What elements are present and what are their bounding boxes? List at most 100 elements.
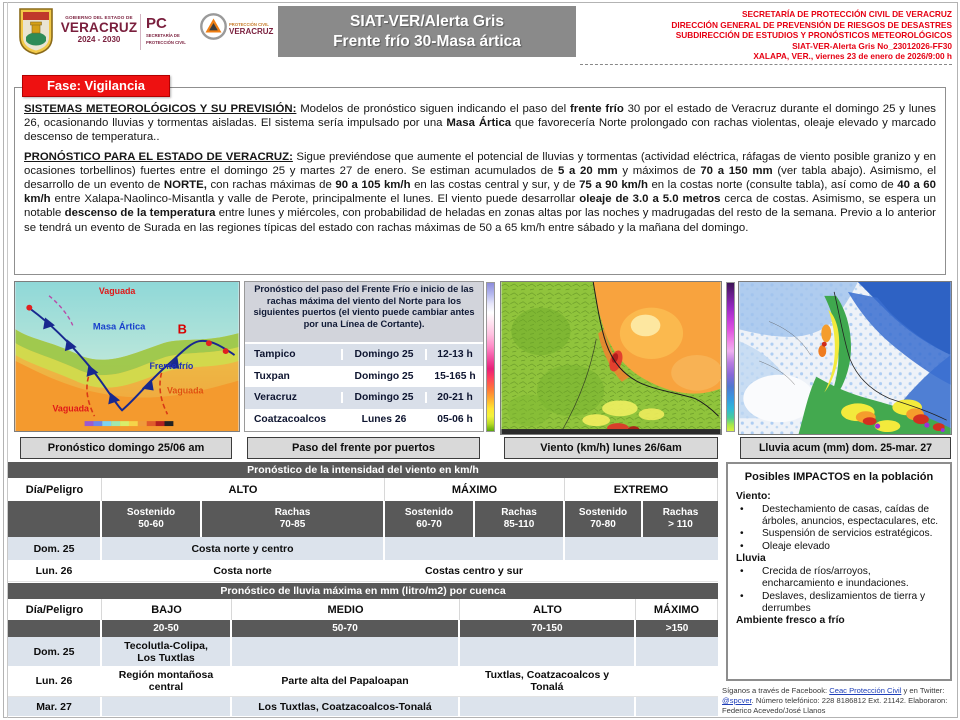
proteccion-civil-logo-icon — [200, 13, 227, 40]
banner-line1: SIAT-VER/Alerta Gris — [350, 13, 504, 30]
wind-map-caption: Viento (km/h) lunes 26/6am — [504, 437, 718, 459]
ports-table-title: Pronóstico del paso del Frente Frío e in… — [245, 282, 483, 344]
port-day: Domingo 25 — [343, 349, 427, 361]
state-forecast-paragraph: PRONÓSTICO PARA EL ESTADO DE VERACRUZ: S… — [24, 150, 936, 235]
header-rule — [580, 64, 952, 65]
subheader-cell: 50-70 — [232, 620, 460, 637]
table-cell: Costas centro y sur — [385, 560, 565, 581]
text-segment: 75 a 90 km/h — [579, 179, 648, 192]
text-segment: con rachas máximas de — [206, 179, 336, 192]
table-cell: Costa norte — [102, 560, 385, 581]
day-cell: Lun. 26 — [8, 560, 102, 581]
map-label-vaguada-right: Vaguada — [167, 386, 204, 396]
subheader-cell: Sostenido 70-80 — [565, 501, 643, 537]
table-cell — [102, 697, 232, 716]
wind-colorbar — [486, 282, 495, 432]
text-segment: y en Twitter: — [901, 686, 945, 695]
footer-link[interactable]: @spcver — [722, 695, 752, 705]
map-mini-colorbar — [84, 421, 174, 427]
secretariat-block: SECRETARÍA DE PROTECCIÓN CIVIL DE VERACR… — [578, 9, 952, 62]
pcver-line1: PROTECCIÓN CIVIL — [229, 22, 269, 27]
column-header: Día/Peligro — [8, 478, 102, 501]
text-segment: 5 a 20 mm — [558, 164, 618, 177]
subheader-cell: 20-50 — [102, 620, 232, 637]
text-segment: cerca de costas. Asimismo, se espera un … — [24, 193, 936, 220]
map-label-frente-frio: Frente frío — [149, 361, 193, 371]
text-segment: 70 a 150 mm — [700, 164, 773, 177]
text-segment: entre Xalapa-Naolinco-Misantla y valle d… — [50, 193, 580, 206]
gov-line1: GOBIERNO DEL ESTADO DE — [65, 15, 133, 20]
port-name: Tuxpan — [245, 370, 343, 382]
banner-line2: Frente frío 30-Masa ártica — [333, 33, 521, 50]
wind-intensity-table: Pronóstico de la intensidad del viento e… — [8, 462, 718, 582]
table-cell — [232, 637, 460, 666]
table-cell — [460, 697, 636, 716]
list-item: Oleaje elevado — [736, 541, 942, 554]
subheader-cell: >150 — [665, 622, 689, 634]
map-label-masa-artica: Masa Ártica — [93, 320, 146, 331]
subheader-cell: Sostenido 50-60 — [102, 501, 202, 537]
text-segment: NORTE, — [163, 179, 207, 192]
text-segment: descenso de la temperatura — [64, 207, 216, 220]
port-name: Coatzacoalcos — [245, 413, 343, 425]
rain-forecast-table: Pronóstico de lluvia máxima en mm (litro… — [8, 583, 718, 716]
pc-sub1: SECRETARÍA DE — [146, 33, 180, 38]
text-segment: frente frío — [569, 103, 624, 115]
impacts-heading-viento: Viento: — [736, 491, 771, 502]
table-header-row: Día/Peligro BAJO MEDIO ALTO MÁXIMO — [8, 599, 718, 620]
day-cell: Mar. 27 — [8, 697, 102, 716]
impacts-list-viento: Destechamiento de casas, caídas de árbol… — [736, 504, 942, 554]
table-row: Dom. 25 Tecolutla-Colipa, Los Tuxtlas — [8, 637, 718, 666]
pc-logo-text: PC SECRETARÍA DE PROTECCIÓN CIVIL — [146, 16, 196, 45]
table-row: Tampico Domingo 25 12-13 h — [245, 344, 483, 366]
pc-sub2: PROTECCIÓN CIVIL — [146, 40, 186, 45]
column-header: ALTO — [102, 478, 385, 501]
text-segment: 30 por el estado de Veracruz durante el … — [24, 103, 936, 130]
list-item: Deslaves, deslizamientos de tierra y der… — [736, 591, 942, 616]
column-header: MEDIO — [232, 599, 460, 620]
gov-line2: VERACRUZ — [60, 20, 138, 35]
port-day: Lunes 26 — [343, 413, 427, 425]
footer-link[interactable]: Ceac Protección Civil — [829, 686, 902, 695]
secretariat-line: SUBDIRECCIÓN DE ESTUDIOS Y PRONÓSTICOS M… — [675, 30, 952, 41]
header-divider — [140, 14, 141, 50]
subheader-cell — [8, 620, 102, 637]
table-cell: Tecolutla-Colipa, Los Tuxtlas — [102, 637, 232, 666]
table-cell: Región montañosa central — [102, 666, 232, 696]
map-label-vaguada-top: Vaguada — [99, 286, 136, 296]
synoptic-map: Vaguada Masa Ártica B Frente frío Vaguad… — [14, 281, 240, 432]
text-segment: Modelos de pronóstico siguen indicando e… — [296, 103, 570, 115]
text-segment: 90 a 105 km/h — [335, 179, 411, 192]
column-header: MÁXIMO — [636, 599, 718, 620]
text-segment: SISTEMAS METEOROLÓGICOS Y SU PREVISIÓN: — [24, 103, 297, 115]
title-banner: SIAT-VER/Alerta Gris Frente frío 30-Masa… — [278, 6, 576, 57]
table-cell — [636, 637, 718, 666]
list-item: Suspensión de servicios estratégicos. — [736, 528, 942, 541]
column-header: BAJO — [102, 599, 232, 620]
day-cell: Lun. 26 — [8, 666, 102, 696]
footer-contact: Síganos a través de Facebook: Ceac Prote… — [722, 686, 956, 715]
rain-map — [738, 281, 952, 435]
text-segment: que favorecería Norte prolongado con rac… — [24, 117, 936, 144]
table-header-row: Día/Peligro ALTO MÁXIMO EXTREMO — [8, 478, 718, 501]
table-cell — [460, 637, 636, 666]
table-row: Coatzacoalcos Lunes 26 05-06 h — [245, 409, 483, 431]
table-row: Tuxpan Domingo 25 15-165 h — [245, 366, 483, 388]
phase-badge: Fase: Vigilancia — [22, 75, 170, 97]
port-name: Veracruz — [245, 392, 343, 404]
subheader-cell — [8, 501, 102, 537]
pc-abbr: PC — [146, 15, 167, 32]
text-segment: PRONÓSTICO PARA EL ESTADO DE VERACRUZ: — [24, 150, 293, 163]
table-row: Veracruz Domingo 25 20-21 h — [245, 387, 483, 409]
wind-table-title: Pronóstico de la intensidad del viento e… — [8, 462, 718, 478]
day-cell: Dom. 25 — [8, 637, 102, 666]
port-name: Tampico — [245, 349, 343, 361]
table-cell — [565, 560, 718, 581]
subheader-cell: Rachas 70-85 — [202, 501, 385, 537]
systems-paragraph: SISTEMAS METEOROLÓGICOS Y SU PREVISIÓN: … — [24, 102, 936, 145]
table-subheader-row: Sostenido 50-60 Rachas 70-85 Sostenido 6… — [8, 501, 718, 537]
subheader-cell: Sostenido 60-70 — [385, 501, 475, 537]
forecast-text-box: SISTEMAS METEOROLÓGICOS Y SU PREVISIÓN: … — [14, 87, 946, 275]
column-header: ALTO — [460, 599, 636, 620]
